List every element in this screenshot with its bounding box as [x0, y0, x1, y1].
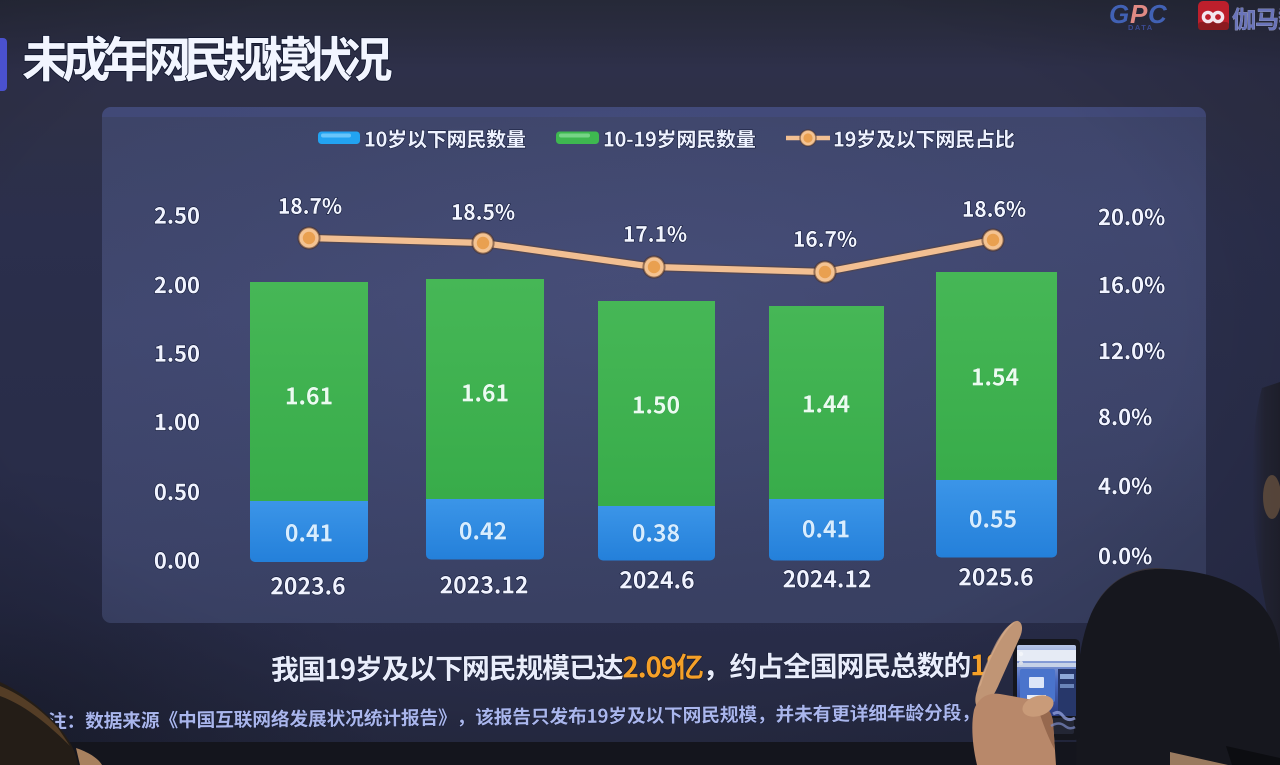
svg-text:P: P — [1130, 0, 1148, 29]
svg-text:C: C — [1148, 0, 1168, 29]
svg-text:DATA: DATA — [1128, 23, 1154, 32]
svg-text:G: G — [1109, 0, 1129, 29]
